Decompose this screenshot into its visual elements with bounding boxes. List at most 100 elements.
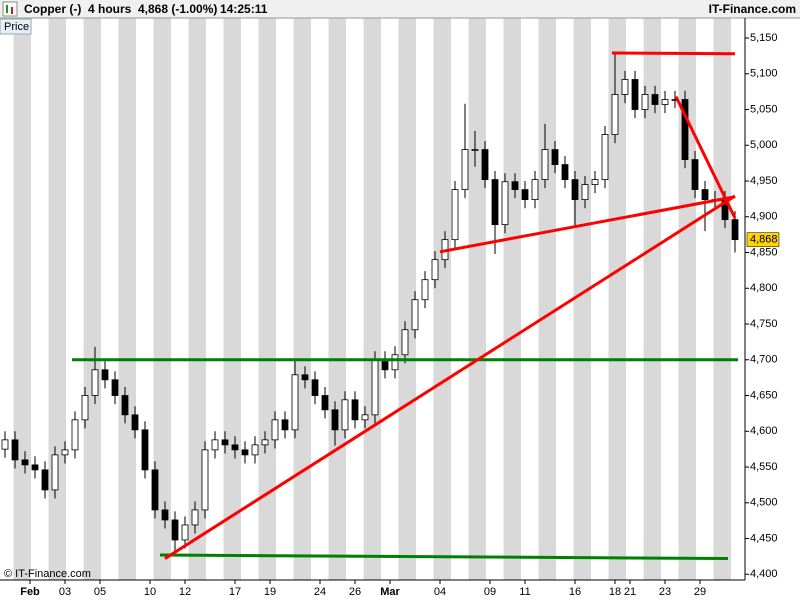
x-tick-label: 03 — [59, 586, 71, 598]
candle-body — [251, 444, 259, 456]
candle-body — [41, 469, 49, 491]
y-tick-label: 4,450 — [750, 532, 778, 544]
x-tick-label: 23 — [659, 586, 671, 598]
x-tick-label: 09 — [484, 586, 496, 598]
candle-body — [431, 259, 439, 281]
x-tick-label: 19 — [264, 586, 276, 598]
candle-body — [541, 149, 549, 180]
x-tick-label: 10 — [144, 586, 156, 598]
y-tick-label: 5,150 — [750, 32, 778, 44]
y-tick-label: 4,900 — [750, 211, 778, 223]
y-tick-label: 4,800 — [750, 282, 778, 294]
y-tick-label: 5,000 — [750, 139, 778, 151]
panel-tab[interactable] — [0, 18, 32, 35]
candle-body — [511, 181, 519, 191]
y-tick-label: 4,850 — [750, 246, 778, 258]
candle-body — [181, 524, 189, 541]
y-tick-label: 4,550 — [750, 461, 778, 473]
quote: 4,868 (-1.00%) — [138, 2, 217, 16]
candle-body — [51, 454, 59, 491]
candle-body — [401, 329, 409, 356]
y-tick-label: 4,500 — [750, 497, 778, 509]
candle-body — [331, 409, 339, 431]
candle-body — [381, 359, 389, 371]
candle-body — [221, 439, 229, 446]
candle-body — [421, 279, 429, 301]
x-tick-label: 17 — [229, 586, 241, 598]
candle-body — [651, 94, 659, 105]
x-tick-label: 04 — [434, 586, 446, 598]
candle-body — [361, 414, 369, 421]
candle-body — [531, 179, 539, 201]
candle-body — [321, 395, 329, 411]
trendline — [159, 553, 729, 561]
candle-body — [561, 164, 569, 180]
panel-label: Price — [4, 21, 29, 33]
candle-body — [591, 179, 599, 185]
x-tick-label: 11 — [519, 586, 530, 598]
candle-body — [91, 369, 99, 396]
chart-icon[interactable] — [2, 1, 18, 17]
x-tick-label: 18 — [609, 586, 621, 598]
candle-body — [731, 219, 739, 241]
candle-body — [621, 79, 629, 95]
candle-body — [171, 519, 179, 541]
candle-body — [21, 459, 29, 466]
candle-body — [451, 189, 459, 241]
candle-body — [661, 99, 669, 105]
candle-body — [641, 94, 649, 110]
x-tick-label: 12 — [179, 586, 191, 598]
candle-body — [71, 419, 79, 451]
candle-body — [371, 359, 379, 416]
candle-body — [611, 94, 619, 135]
candle-body — [201, 449, 209, 511]
header-bar — [0, 0, 800, 18]
candle-body — [491, 179, 499, 226]
candle-body — [551, 149, 559, 165]
candle-body — [291, 374, 299, 431]
trendline — [439, 195, 736, 254]
candle-body — [271, 419, 279, 441]
candle-body — [111, 379, 119, 396]
candle-body — [281, 419, 289, 431]
candle-body — [231, 444, 239, 451]
y-tick-label: 5,050 — [750, 103, 778, 115]
candle-body — [261, 439, 269, 446]
watermark: © IT-Finance.com — [4, 568, 91, 580]
candle-body — [471, 149, 479, 151]
candle-body — [31, 464, 39, 471]
last-price-box — [746, 232, 780, 247]
interval[interactable]: 4 hours — [88, 2, 132, 16]
candle-body — [61, 449, 69, 456]
candle-body — [501, 181, 509, 226]
x-tick-label: 16 — [569, 586, 581, 598]
x-tick-label: 26 — [349, 586, 361, 598]
candle-body — [601, 134, 609, 180]
candle-body — [121, 395, 129, 416]
candle-body — [1, 439, 9, 450]
candle-body — [191, 509, 199, 526]
candle-body — [311, 379, 319, 396]
candle-body — [691, 159, 699, 191]
candle-body — [11, 439, 19, 461]
candle-body — [701, 189, 709, 201]
candle-body — [521, 189, 529, 201]
candle-body — [211, 439, 219, 451]
trendline — [611, 51, 736, 56]
y-tick-label: 4,600 — [750, 425, 778, 437]
candle-body — [461, 149, 469, 191]
candle-body — [301, 374, 309, 381]
x-tick-label: Feb — [20, 586, 40, 598]
y-tick-label: 4,400 — [750, 568, 778, 580]
x-tick-label: 24 — [314, 586, 326, 598]
x-tick-label: 21 — [624, 586, 636, 598]
candle-body — [131, 414, 139, 431]
candle-body — [581, 184, 589, 201]
candle-body — [411, 299, 419, 331]
y-tick-label: 4,950 — [750, 175, 778, 187]
last-price-label: 4,868 — [750, 234, 778, 246]
trendline — [674, 95, 737, 219]
time: 14:25:11 — [220, 2, 268, 16]
candle-body — [161, 509, 169, 521]
